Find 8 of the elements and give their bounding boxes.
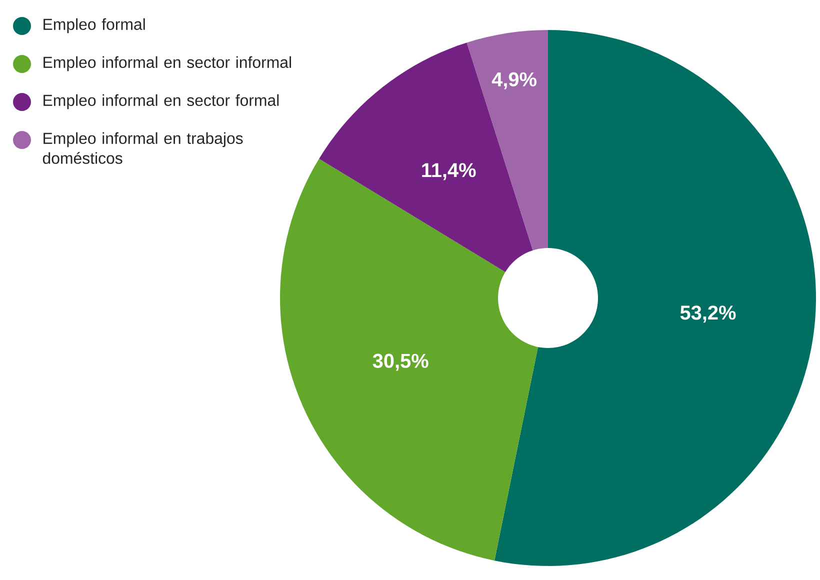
legend-label: Empleo informal en trabajos domésticos — [42, 132, 243, 164]
legend-label: Empleo informal en sector informal — [44, 56, 291, 72]
data-label: 53,2% — [680, 306, 736, 323]
data-label: 30,5% — [372, 354, 428, 371]
data-label: 11,4% — [422, 163, 476, 180]
data-label: 4,9% — [492, 72, 536, 90]
legend-label: Empleo informal en sector formal — [44, 94, 279, 110]
legend-label: Empleo formal — [44, 18, 145, 34]
